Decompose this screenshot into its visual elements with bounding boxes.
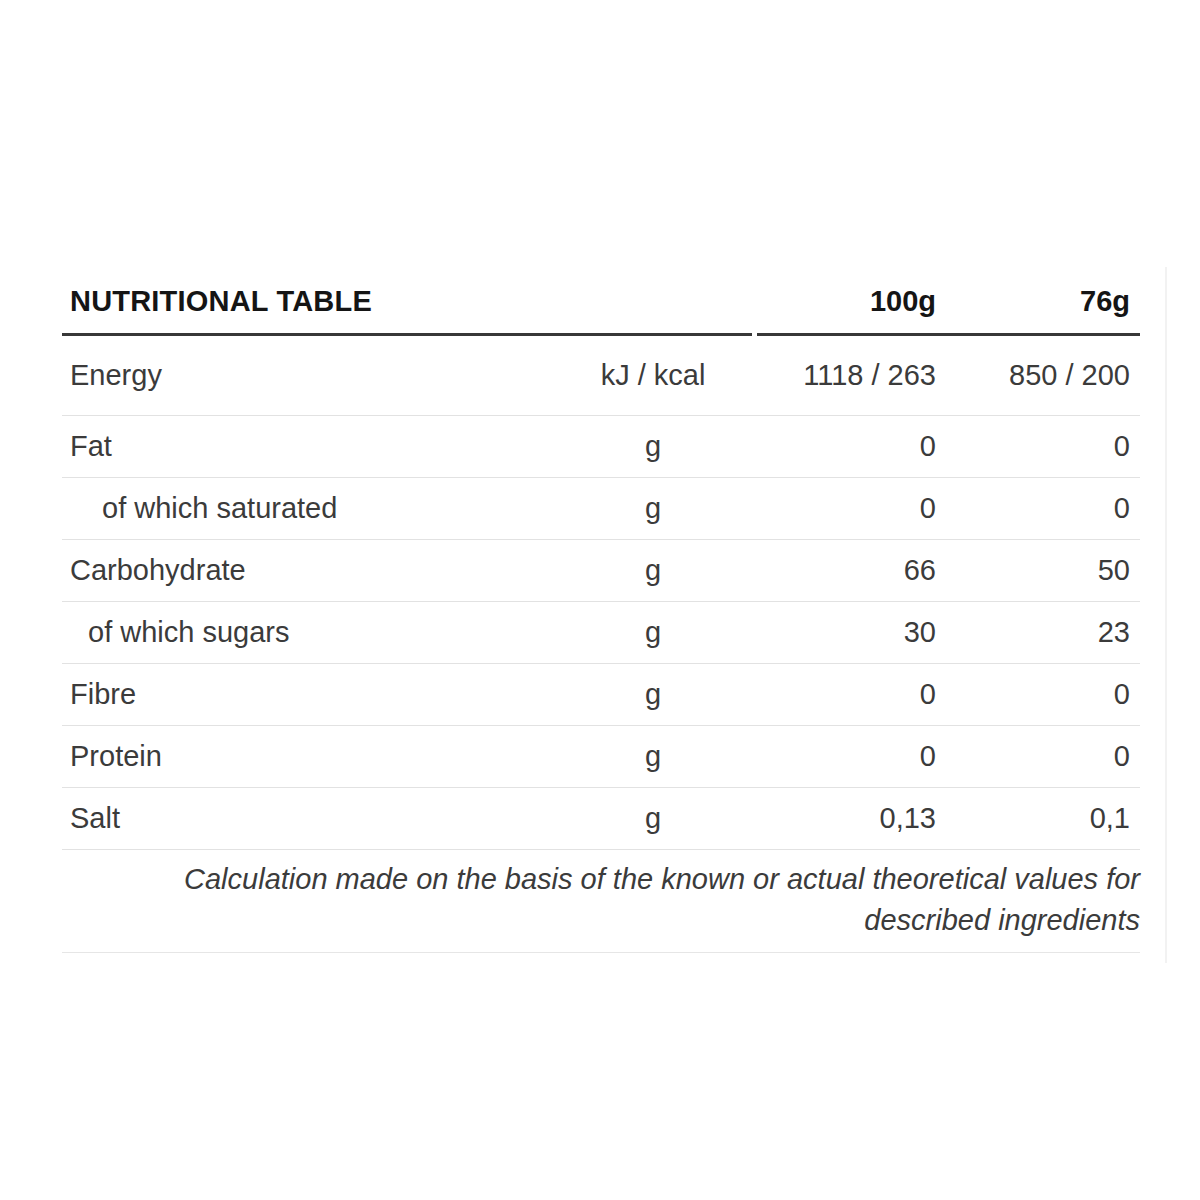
table-row: Energy kJ / kcal 1118 / 263 850 / 200 (62, 336, 1140, 416)
table-header-values: 100g 76g (757, 270, 1140, 336)
footnote-text: Calculation made on the basis of the kno… (124, 859, 1140, 941)
table-body: Energy kJ / kcal 1118 / 263 850 / 200 Fa… (62, 336, 1140, 850)
nutritional-table: NUTRITIONAL TABLE 100g 76g Energy kJ / k… (62, 270, 1140, 953)
value-per-100g: 30 (713, 616, 940, 649)
value-per-100g: 0 (713, 678, 940, 711)
nutrient-label: of which sugars (62, 616, 593, 649)
nutrient-label: of which saturated (62, 492, 593, 525)
unit-cell: g (593, 678, 713, 711)
unit-cell: g (593, 554, 713, 587)
table-row: Protein g 0 0 (62, 726, 1140, 788)
nutrient-label: Energy (62, 359, 593, 392)
unit-cell: g (593, 492, 713, 525)
unit-cell: g (593, 430, 713, 463)
table-footnote-row: Calculation made on the basis of the kno… (62, 850, 1140, 953)
table-row: of which sugars g 30 23 (62, 602, 1140, 664)
value-per-76g: 0 (940, 740, 1140, 773)
table-row: of which saturated g 0 0 (62, 478, 1140, 540)
value-per-100g: 1118 / 263 (713, 359, 940, 392)
unit-cell: kJ / kcal (593, 359, 713, 392)
table-row: Fat g 0 0 (62, 416, 1140, 478)
unit-cell: g (593, 740, 713, 773)
unit-cell: g (593, 802, 713, 835)
table-row: Carbohydrate g 66 50 (62, 540, 1140, 602)
column-header-100g: 100g (757, 285, 936, 318)
value-per-76g: 23 (940, 616, 1140, 649)
value-per-76g: 50 (940, 554, 1140, 587)
value-per-76g: 0 (940, 678, 1140, 711)
card-edge-divider (1165, 267, 1167, 963)
table-header-row: NUTRITIONAL TABLE 100g 76g (62, 270, 1140, 336)
value-per-100g: 66 (713, 554, 940, 587)
value-per-76g: 0 (940, 492, 1140, 525)
unit-cell: g (593, 616, 713, 649)
nutrient-label: Fat (62, 430, 593, 463)
nutrient-label: Carbohydrate (62, 554, 593, 587)
nutrient-label: Protein (62, 740, 593, 773)
value-per-76g: 0 (940, 430, 1140, 463)
value-per-100g: 0 (713, 740, 940, 773)
value-per-100g: 0 (713, 492, 940, 525)
nutrient-label: Fibre (62, 678, 593, 711)
value-per-76g: 0,1 (940, 802, 1140, 835)
nutrient-label: Salt (62, 802, 593, 835)
table-row: Fibre g 0 0 (62, 664, 1140, 726)
table-title: NUTRITIONAL TABLE (62, 270, 752, 336)
column-header-76g: 76g (936, 285, 1130, 318)
value-per-100g: 0 (713, 430, 940, 463)
value-per-76g: 850 / 200 (940, 359, 1140, 392)
table-row: Salt g 0,13 0,1 (62, 788, 1140, 850)
value-per-100g: 0,13 (713, 802, 940, 835)
